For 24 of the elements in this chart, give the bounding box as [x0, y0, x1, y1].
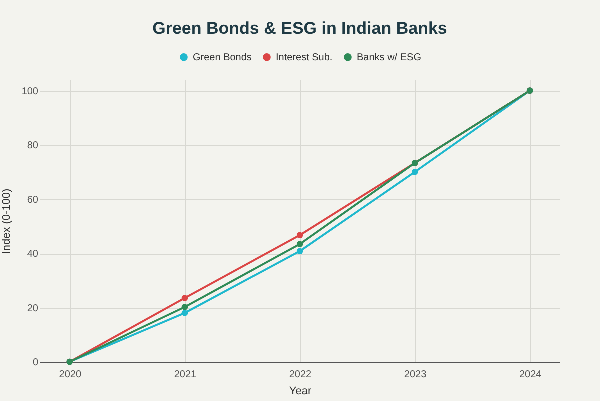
y-tick-label: 60	[27, 194, 39, 206]
x-tick-label: 2022	[289, 370, 312, 380]
x-tick-label: 2023	[404, 370, 428, 380]
point	[296, 241, 304, 248]
legend-label: Interest Sub.	[276, 52, 333, 64]
point	[412, 169, 418, 176]
x-tick-label: 2020	[59, 370, 82, 380]
point	[296, 248, 304, 255]
point	[182, 295, 188, 302]
y-tick-label: 80	[27, 140, 39, 152]
point	[182, 304, 188, 310]
x-axis-title: Year	[289, 386, 312, 398]
point	[182, 310, 188, 316]
x-tick-label: 2024	[519, 370, 542, 380]
y-tick-label: 40	[27, 249, 39, 260]
y-axis-title: Index (0-100)	[0, 188, 13, 254]
y-tick-label: 20	[27, 303, 39, 314]
y-tick-label: 0	[32, 358, 39, 368]
y-tick-label: 100	[22, 86, 39, 98]
x-tick-label: 2021	[174, 370, 198, 380]
legend-label: Green Bonds	[193, 52, 252, 64]
point	[296, 232, 304, 239]
chart-title: Green Bonds & ESG in Indian Banks	[152, 19, 448, 38]
legend-label: Banks w/ ESG	[357, 52, 422, 64]
